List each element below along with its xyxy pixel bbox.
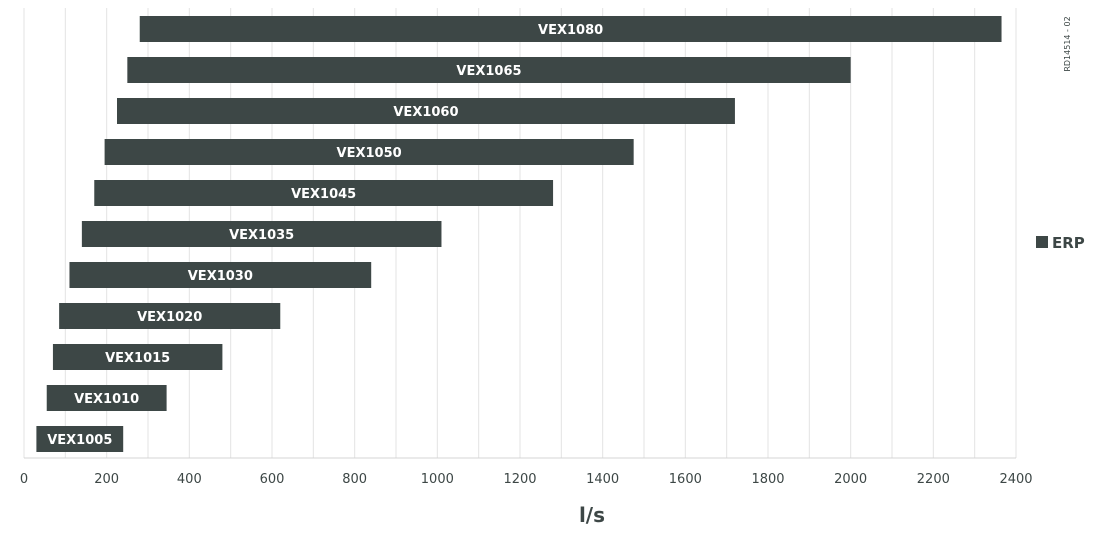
x-tick-label: 0 (20, 472, 28, 487)
bar-vex1005 (36, 426, 124, 452)
bar-label: VEX1010 (74, 392, 139, 407)
bars: VEX1080 VEX1065 VEX1060 VEX1050 VEX1045 VEX10… (36, 16, 1002, 452)
bar-vex1080 (139, 16, 1002, 42)
bar-label: VEX1020 (137, 310, 202, 325)
bar-vex1010 (46, 385, 167, 411)
bar-label: VEX1065 (456, 64, 521, 79)
bar-vex1065 (127, 57, 851, 83)
bar-label: VEX1035 (229, 228, 294, 243)
bar-vex1045 (94, 180, 554, 206)
bar-vex1060 (117, 98, 735, 124)
bar-vex1030 (69, 262, 372, 288)
x-tick-label: 1600 (669, 472, 702, 487)
x-tick-label: 2200 (917, 472, 950, 487)
legend: ERP (1036, 234, 1085, 252)
x-tick-label: 400 (177, 472, 202, 487)
bar-vex1020 (59, 303, 281, 329)
bar-label: VEX1015 (105, 351, 170, 366)
bar-vex1050 (104, 139, 634, 165)
x-tick-label: 1800 (751, 472, 784, 487)
x-tick-label: 2400 (999, 472, 1032, 487)
x-tick-label: 800 (342, 472, 367, 487)
legend-swatch-erp (1036, 236, 1048, 248)
x-tick-label: 600 (260, 472, 285, 487)
x-axis-ticks: 0 200 400 600 800 1000 1200 1400 1600 1800 2000 220… (20, 472, 1033, 487)
bar-vex1035 (81, 221, 442, 247)
x-tick-label: 1000 (421, 472, 454, 487)
x-tick-label: 1400 (586, 472, 619, 487)
bar-label: VEX1060 (393, 105, 458, 120)
x-tick-label: 1200 (503, 472, 536, 487)
bar-vex1015 (52, 344, 223, 370)
bar-label: VEX1005 (47, 433, 112, 448)
bar-label: VEX1030 (188, 269, 253, 284)
reference-code: RD14514 - 02 (1063, 16, 1072, 71)
x-tick-label: 200 (94, 472, 119, 487)
bar-label: VEX1080 (538, 23, 603, 38)
x-tick-label: 2000 (834, 472, 867, 487)
bar-label: VEX1050 (337, 146, 402, 161)
bar-label: VEX1045 (291, 187, 356, 202)
x-axis-title: l/s (579, 503, 605, 527)
legend-label-erp: ERP (1052, 234, 1085, 252)
